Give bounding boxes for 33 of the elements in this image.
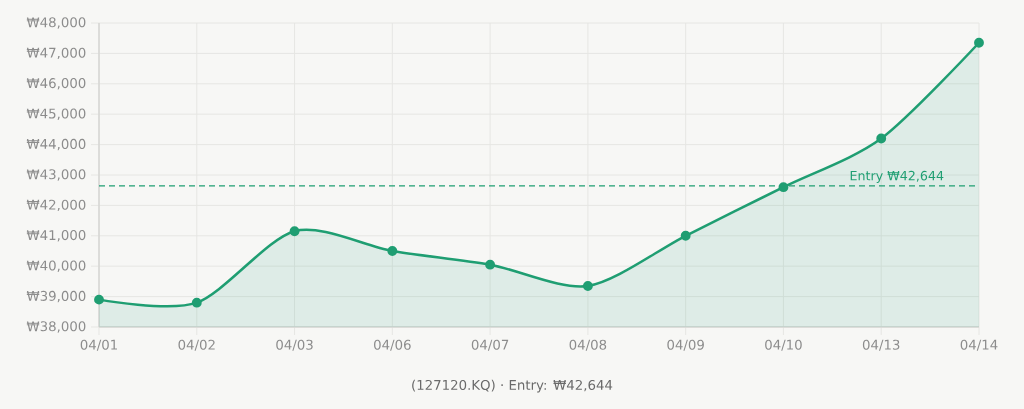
y-tick-label: ₩44,000 xyxy=(26,138,86,151)
x-tick-label: 04/09 xyxy=(667,339,704,351)
y-tick-label: ₩39,000 xyxy=(26,290,86,303)
x-tick-label: 04/01 xyxy=(80,339,117,351)
x-tick-label: 04/03 xyxy=(276,339,313,351)
y-tick-label: ₩41,000 xyxy=(26,230,86,242)
x-tick-label: 04/13 xyxy=(862,339,900,351)
point xyxy=(191,297,202,308)
x-tick-label: 04/08 xyxy=(569,339,607,351)
ref-line-label: Entry ₩42,644 xyxy=(850,170,944,183)
y-tick-label: ₩40,000 xyxy=(26,260,86,272)
y-tick-label: ₩45,000 xyxy=(26,108,86,120)
point xyxy=(974,37,984,48)
y-tick-label: ₩48,000 xyxy=(26,17,86,29)
x-tick-label: 04/06 xyxy=(374,339,411,351)
point xyxy=(387,246,398,256)
y-tick-label: ₩38,000 xyxy=(26,321,86,333)
y-tick-label: ₩42,000 xyxy=(26,199,86,212)
point xyxy=(680,230,691,241)
point xyxy=(289,226,300,237)
y-tick-label: ₩47,000 xyxy=(26,47,86,60)
point xyxy=(485,259,496,270)
x-tick-label: 04/10 xyxy=(765,339,802,351)
x-tick-label: 04/07 xyxy=(471,339,509,351)
point xyxy=(876,133,887,144)
point xyxy=(94,294,104,305)
y-tick-label: ₩43,000 xyxy=(26,169,86,181)
x-axis-title: (127120.KQ) · Entry: ₩42,644 xyxy=(412,379,613,393)
x-tick-label: 04/14 xyxy=(960,339,998,351)
y-tick-label: ₩46,000 xyxy=(26,78,86,90)
point xyxy=(582,281,593,291)
point xyxy=(778,182,789,193)
x-tick-label: 04/02 xyxy=(178,339,215,351)
